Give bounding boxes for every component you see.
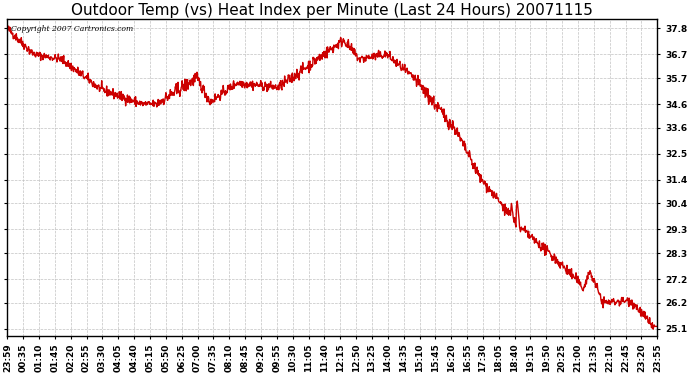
Text: Copyright 2007 Cartronics.com: Copyright 2007 Cartronics.com xyxy=(10,25,132,33)
Title: Outdoor Temp (vs) Heat Index per Minute (Last 24 Hours) 20071115: Outdoor Temp (vs) Heat Index per Minute … xyxy=(71,3,593,18)
